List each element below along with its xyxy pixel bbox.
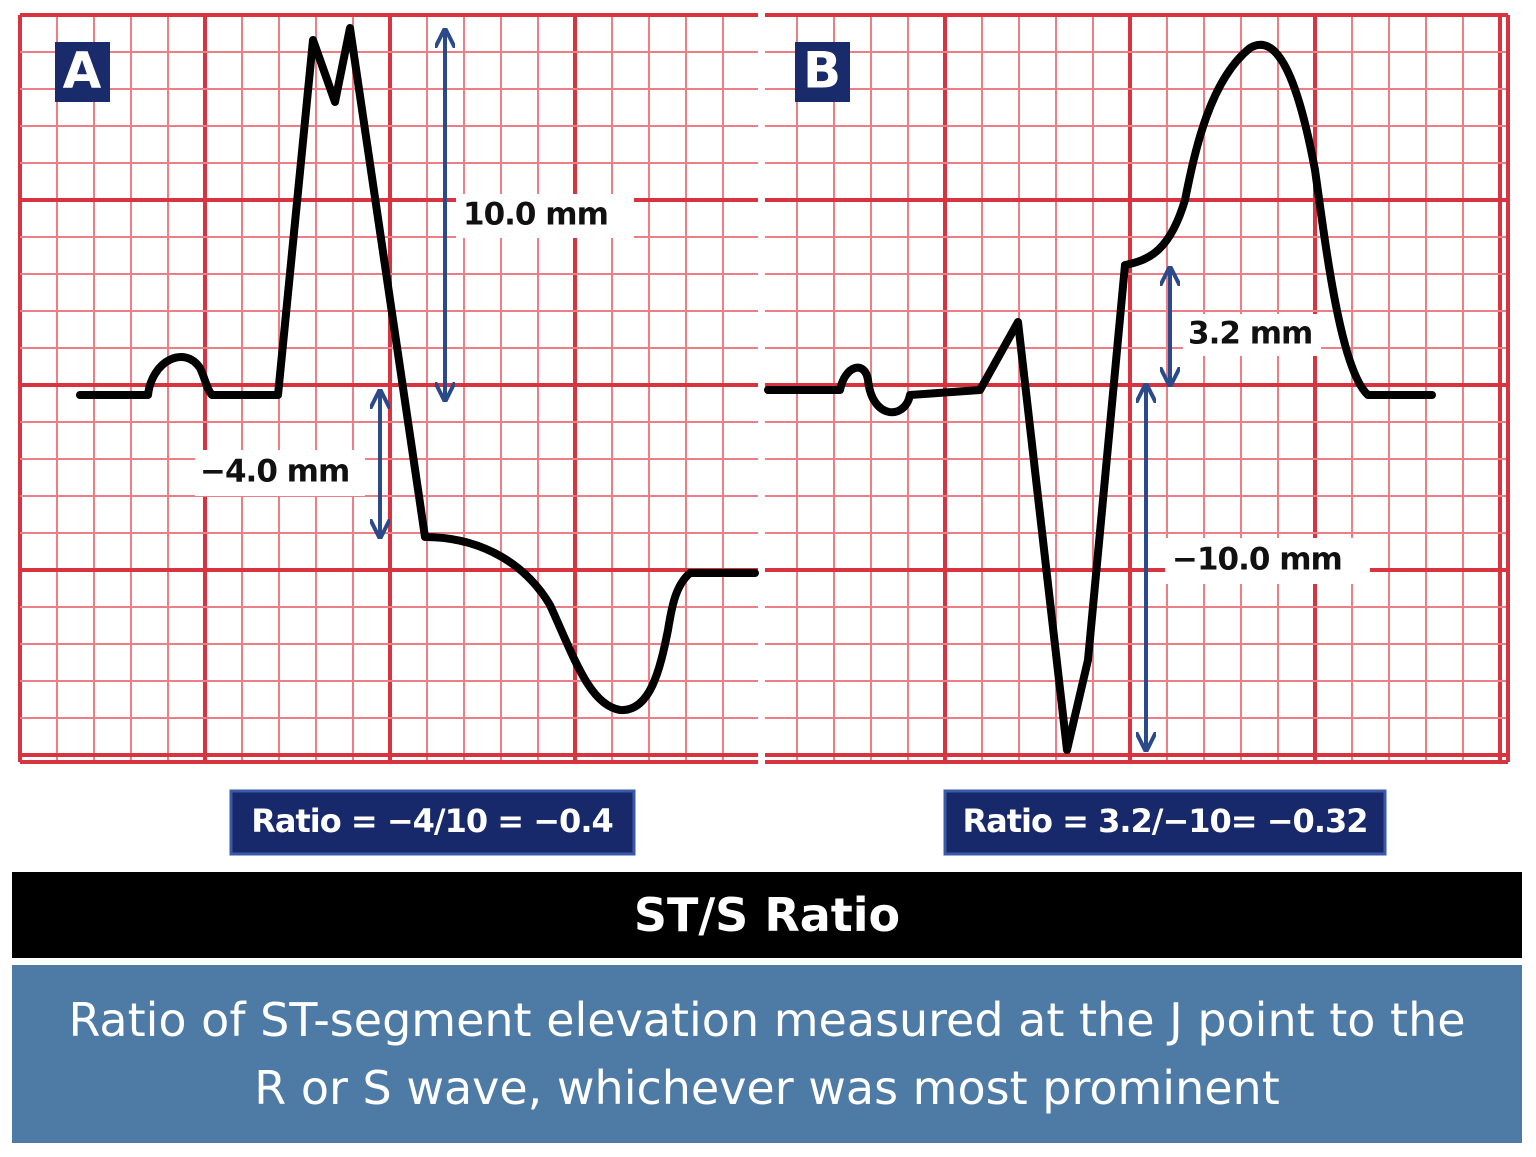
- ecg-diagram: 10.0 mm −4.0 mm 3.2 mm −10.0 mm A B Rati…: [18, 10, 1510, 856]
- panel-label: B: [803, 42, 841, 100]
- ratio-box: [943, 789, 1387, 856]
- ratio-text: Ratio = 3.2/−10= −0.32: [962, 802, 1367, 840]
- panel-gap: [758, 10, 765, 770]
- panel-badge: [55, 42, 110, 102]
- measurement-label: −4.0 mm: [200, 454, 349, 490]
- ecg-trace-a: [76, 24, 759, 714]
- description: Ratio of ST-segment elevation measured a…: [12, 965, 1522, 1143]
- label-bg: [1183, 314, 1321, 356]
- label-bg: [456, 194, 634, 238]
- measurement-label: 10.0 mm: [463, 197, 608, 233]
- ecg-trace-b: [764, 40, 1436, 754]
- ratio-box: [229, 789, 636, 856]
- measurement-label: −10.0 mm: [1172, 542, 1342, 578]
- measurement-label: 3.2 mm: [1188, 316, 1312, 352]
- ratio-text: Ratio = −4/10 = −0.4: [251, 802, 612, 840]
- title-bar: ST/S Ratio: [12, 872, 1522, 958]
- label-bg: [1165, 538, 1370, 584]
- panel-label: A: [63, 42, 102, 100]
- panel-badge: [795, 42, 850, 102]
- label-bg: [195, 450, 365, 496]
